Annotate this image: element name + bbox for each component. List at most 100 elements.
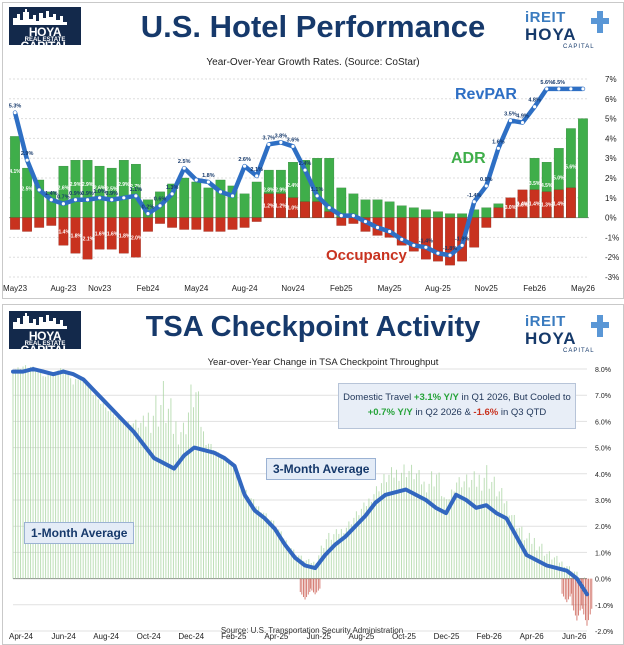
adr-bar — [215, 179, 226, 218]
adr-bar — [396, 205, 407, 218]
revpar-label: 3.7% — [263, 135, 276, 141]
adr-label: 2.7% — [130, 184, 142, 190]
adr-bar — [118, 160, 129, 218]
occupancy-label: -1.6% — [105, 231, 119, 237]
occupancy-bar — [143, 217, 153, 232]
adr-bar — [251, 181, 262, 218]
callout-mid2: in Q2 2026 & — [412, 407, 474, 418]
occupancy-bar — [288, 197, 298, 218]
y-tick-label: 0% — [605, 214, 617, 223]
revpar-label: 3.6% — [287, 137, 300, 143]
revpar-label: 6.5% — [553, 80, 566, 86]
adr-label: 2.4% — [287, 183, 299, 189]
brand-line2: HOYA — [525, 25, 577, 44]
revpar-label: -1.4% — [467, 193, 481, 199]
revpar-point — [412, 243, 416, 247]
brand-line1: iREIT — [525, 9, 566, 26]
revpar-label: 1.8% — [202, 173, 215, 179]
occupancy-bar — [505, 197, 516, 218]
revpar-label: 0.9% — [69, 191, 82, 197]
revpar-point — [315, 194, 319, 198]
adr-bar — [433, 211, 443, 218]
adr-label: 2.5% — [106, 186, 118, 192]
x-tick-label: Aug-23 — [50, 284, 76, 293]
revpar-point — [25, 158, 29, 162]
adr-bar — [372, 199, 383, 218]
occupancy-bar — [396, 217, 407, 246]
tsa-source: Source: U.S. Transportation Security Adm… — [220, 626, 404, 635]
skyline-icon — [13, 9, 67, 25]
x-tick-label: May26 — [571, 284, 596, 293]
revpar-point — [508, 118, 513, 123]
revpar-point — [85, 198, 90, 202]
adr-label: 2.5% — [21, 186, 33, 192]
adr-bar — [191, 181, 202, 218]
occupancy-bar — [191, 217, 202, 230]
revpar-label: 2.9% — [21, 151, 34, 157]
y-tick-label: 2% — [605, 174, 617, 183]
revpar-label: 3.8% — [275, 133, 288, 139]
hotel-panel: HOYA CAPITAL REAL ESTATE U.S. Hotel Perf… — [2, 2, 624, 299]
occupancy-bar — [408, 217, 419, 252]
adr-label: 4.1% — [9, 169, 21, 175]
revpar-label: 1.1% — [311, 187, 324, 193]
x-tick-label: Feb24 — [137, 284, 160, 293]
adr-label: 2.9% — [70, 182, 82, 188]
revpar-point — [61, 202, 65, 206]
adr-bar — [384, 201, 395, 218]
revpar-point — [424, 245, 428, 249]
revpar-point — [351, 214, 355, 218]
revpar-point — [110, 198, 114, 202]
revpar-point — [388, 229, 392, 234]
revpar-point — [194, 178, 198, 182]
occupancy-bar — [155, 217, 165, 224]
logo-line2: REAL ESTATE — [24, 341, 66, 347]
x-tick-label: Aug-24 — [93, 632, 119, 641]
adr-bar — [239, 193, 250, 218]
occupancy-bar — [469, 217, 480, 248]
occupancy-label: 1.4% — [529, 202, 541, 208]
ireit-brand-2: iREIT HOYA CAPITAL — [525, 313, 615, 355]
occupancy-label: 1.2% — [275, 204, 287, 210]
y-tick-label: 6.0% — [595, 419, 611, 426]
y-tick-label: 1.0% — [595, 550, 611, 557]
revpar-label: -1.9% — [455, 236, 469, 242]
occupancy-bar — [445, 217, 455, 266]
occupancy-label: -1.6% — [93, 231, 107, 237]
occupancy-bar — [94, 217, 105, 250]
occupancy-bar — [481, 217, 492, 228]
occupancy-bar — [167, 217, 177, 228]
callout-v1: +3.1% Y/Y — [413, 392, 459, 403]
adr-label: 2.6% — [58, 185, 70, 191]
revpar-point — [339, 214, 343, 218]
revpar-point — [73, 198, 78, 202]
occupancy-bar — [203, 217, 214, 232]
occupancy-bar — [227, 217, 238, 230]
y-tick-label: 1% — [605, 194, 617, 203]
y-tick-label: -1% — [605, 233, 619, 242]
occupancy-series-label: Occupancy — [326, 247, 408, 264]
adr-bar — [578, 118, 588, 218]
revpar-point — [122, 196, 126, 200]
occupancy-bar — [106, 217, 117, 250]
revpar-point — [533, 105, 537, 109]
hotel-title: U.S. Hotel Performance — [140, 9, 486, 44]
adr-label: 5.0% — [553, 175, 565, 181]
x-tick-label: Dec-24 — [178, 632, 204, 641]
three-month-line — [11, 367, 589, 597]
x-tick-label: Nov25 — [475, 284, 499, 293]
revpar-point — [327, 206, 331, 210]
revpar-point — [545, 87, 549, 91]
logo-line2: REAL ESTATE — [24, 37, 66, 43]
adr-label: 3.5% — [529, 181, 541, 187]
revpar-label: 1.4% — [45, 191, 58, 197]
occupancy-bar — [566, 187, 576, 218]
occupancy-label: -2.1% — [81, 236, 95, 242]
adr-bar — [457, 213, 467, 218]
callout-v3: -1.6% — [473, 407, 499, 418]
occupancy-bar — [493, 207, 504, 218]
x-tick-label: Dec-25 — [434, 632, 460, 641]
revpar-label: 0.7% — [57, 195, 70, 201]
revpar-label: 1.0% — [93, 189, 106, 195]
